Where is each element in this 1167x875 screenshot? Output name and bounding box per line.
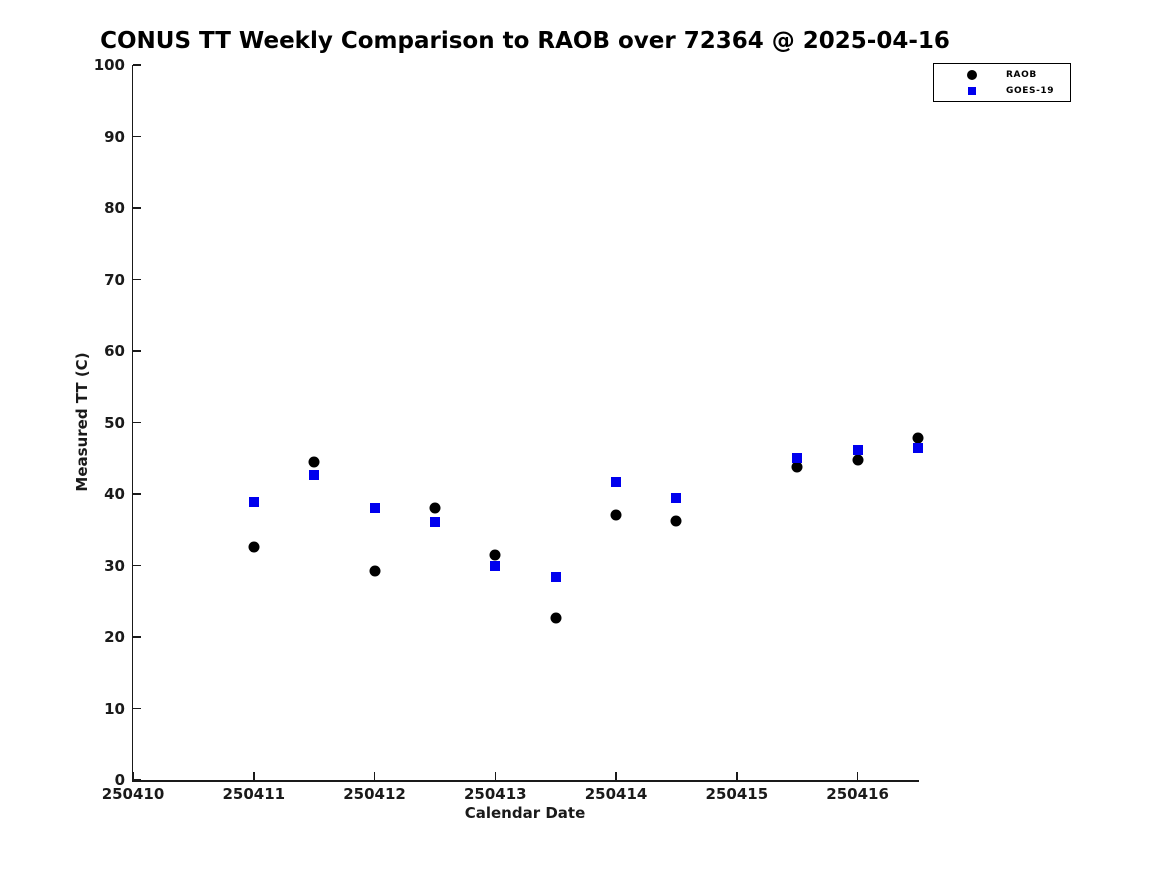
y-tick-mark bbox=[133, 636, 141, 638]
data-point-raob bbox=[429, 502, 441, 514]
x-tick-label: 250411 bbox=[222, 785, 286, 803]
data-point-raob bbox=[308, 456, 320, 468]
x-tick-mark bbox=[736, 772, 738, 780]
data-point-raob bbox=[610, 509, 622, 521]
x-tick-label: 250415 bbox=[705, 785, 769, 803]
x-tick-mark bbox=[856, 772, 859, 780]
x-axis-label: Calendar Date bbox=[464, 804, 586, 822]
y-axis-line bbox=[131, 65, 133, 782]
y-tick-mark bbox=[133, 350, 141, 352]
chart-title: CONUS TT Weekly Comparison to RAOB over … bbox=[100, 28, 950, 54]
x-tick-label: 250413 bbox=[463, 785, 527, 803]
x-tick-label: 250410 bbox=[101, 785, 165, 803]
y-tick-label: 0 bbox=[114, 771, 125, 789]
y-tick-label: 100 bbox=[93, 56, 125, 74]
data-point-raob bbox=[550, 612, 562, 624]
data-point-goes-19 bbox=[429, 516, 440, 527]
x-tick-mark bbox=[615, 772, 617, 780]
data-point-raob bbox=[912, 432, 924, 443]
data-point-raob bbox=[852, 454, 864, 466]
x-tick-mark bbox=[373, 772, 376, 780]
data-point-goes-19 bbox=[913, 443, 923, 454]
data-point-goes-19 bbox=[369, 502, 380, 513]
y-tick-label: 50 bbox=[104, 413, 125, 432]
y-tick-mark bbox=[133, 278, 141, 281]
x-tick-mark bbox=[132, 772, 134, 780]
x-tick-mark bbox=[494, 772, 497, 780]
data-point-goes-19 bbox=[248, 496, 259, 507]
y-tick-mark bbox=[133, 207, 141, 209]
y-tick-label: 70 bbox=[104, 270, 125, 289]
x-tick-mark bbox=[253, 772, 255, 780]
data-point-goes-19 bbox=[490, 560, 501, 571]
y-tick-label: 20 bbox=[104, 628, 125, 646]
data-point-raob bbox=[248, 541, 260, 553]
data-point-raob bbox=[670, 515, 682, 527]
y-tick-label: 30 bbox=[104, 556, 125, 575]
y-tick-label: 90 bbox=[104, 127, 125, 146]
y-tick-mark bbox=[133, 779, 141, 781]
y-tick-mark bbox=[133, 421, 141, 424]
data-point-goes-19 bbox=[852, 444, 863, 455]
y-tick-mark bbox=[133, 707, 141, 710]
x-tick-label: 250416 bbox=[826, 785, 889, 803]
legend-label: GOES-19 bbox=[1006, 86, 1055, 96]
legend: RAOB GOES-19 bbox=[933, 63, 1071, 102]
data-point-raob bbox=[489, 549, 501, 561]
y-tick-mark bbox=[133, 135, 141, 138]
x-axis-line bbox=[131, 780, 919, 782]
y-tick-mark bbox=[133, 493, 141, 495]
data-point-goes-19 bbox=[309, 470, 320, 481]
legend-label: RAOB bbox=[1006, 70, 1037, 80]
y-tick-label: 40 bbox=[104, 485, 125, 503]
data-point-raob bbox=[791, 461, 803, 473]
y-tick-label: 10 bbox=[104, 699, 125, 718]
data-point-raob bbox=[369, 565, 381, 577]
legend-circle-icon bbox=[967, 70, 977, 80]
x-tick-label: 250414 bbox=[584, 785, 648, 803]
data-point-goes-19 bbox=[550, 571, 561, 582]
y-tick-mark bbox=[133, 564, 141, 567]
legend-entry-goes-19: GOES-19 bbox=[934, 83, 1070, 99]
y-tick-label: 80 bbox=[104, 199, 125, 217]
data-point-goes-19 bbox=[792, 452, 803, 463]
legend-square-icon bbox=[968, 87, 976, 95]
data-point-goes-19 bbox=[671, 492, 682, 503]
data-point-goes-19 bbox=[611, 476, 622, 487]
y-tick-mark bbox=[133, 64, 141, 66]
y-tick-label: 60 bbox=[104, 342, 125, 360]
legend-entry-raob: RAOB bbox=[934, 67, 1070, 83]
x-tick-label: 250412 bbox=[343, 785, 406, 803]
